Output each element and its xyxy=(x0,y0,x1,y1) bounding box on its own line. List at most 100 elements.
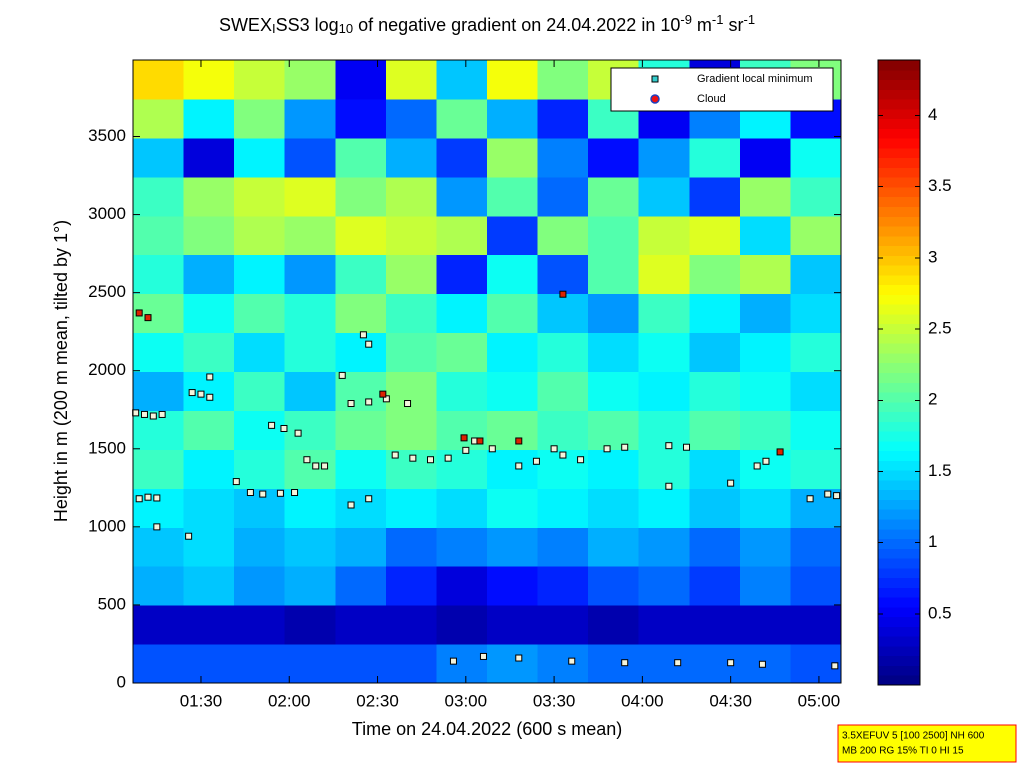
heatmap-cell xyxy=(638,332,690,372)
heatmap-cell xyxy=(436,488,488,528)
heatmap-cell xyxy=(284,644,336,684)
heatmap-cell xyxy=(335,527,387,567)
title-part: SS3 log xyxy=(276,15,339,35)
heatmap-cell xyxy=(385,137,437,178)
colorbar-step xyxy=(878,548,920,559)
heatmap-cell xyxy=(234,644,286,684)
legend: Gradient local minimum Cloud xyxy=(610,67,834,112)
heatmap-cell xyxy=(436,605,488,645)
heatmap-cell xyxy=(638,605,690,645)
legend-symbol xyxy=(651,75,659,83)
heatmap-cell xyxy=(284,137,336,178)
colorbar-tick-label: 0.5 xyxy=(928,603,952,622)
colorbar-step xyxy=(878,255,920,266)
colorbar-step xyxy=(878,167,920,178)
heatmap-cell xyxy=(689,410,741,450)
heatmap-cell xyxy=(284,527,336,567)
heatmap-cell xyxy=(537,566,589,606)
heatmap-cell xyxy=(537,488,589,528)
heatmap-cell xyxy=(487,137,539,178)
title-part: of negative gradient on 24.04.2022 in 10 xyxy=(353,15,680,35)
heatmap-cell xyxy=(133,644,185,684)
heatmap-cell xyxy=(588,332,640,372)
colorbar-step xyxy=(878,304,920,315)
colorbar-step xyxy=(878,538,920,549)
heatmap-cell xyxy=(487,215,539,256)
colorbar-step xyxy=(878,157,920,168)
marker xyxy=(833,492,841,500)
heatmap-cell xyxy=(183,605,235,645)
heatmap-cell xyxy=(689,215,741,256)
heatmap-cell xyxy=(487,332,539,372)
marker xyxy=(321,462,329,470)
marker xyxy=(806,495,814,503)
heatmap-cell xyxy=(284,410,336,450)
heatmap-cell xyxy=(638,449,690,489)
heatmap-cell xyxy=(537,527,589,567)
heatmap-cell xyxy=(133,566,185,606)
heatmap-cell xyxy=(284,254,336,295)
heatmap-cell xyxy=(537,410,589,450)
heatmap-cell xyxy=(133,371,185,411)
heatmap-cell xyxy=(739,566,791,606)
marker xyxy=(476,437,484,445)
markers xyxy=(132,290,841,670)
marker xyxy=(232,478,240,486)
heatmap-cell xyxy=(335,254,387,295)
x-tick-label: 02:00 xyxy=(268,691,311,710)
heatmap-cell xyxy=(487,98,539,139)
heatmap-cell xyxy=(487,449,539,489)
chart-title: SWEXISS3 log10 of negative gradient on 2… xyxy=(219,12,755,36)
marker xyxy=(185,532,193,540)
title-part: -1 xyxy=(712,12,724,27)
colorbar-step xyxy=(878,665,920,676)
colorbar-step xyxy=(878,352,920,364)
heatmap-cell xyxy=(739,527,791,567)
colorbar-step xyxy=(878,333,920,344)
x-tick-label: 02:30 xyxy=(356,691,399,710)
heatmap-cell xyxy=(133,332,185,372)
heatmap-cell xyxy=(790,293,842,334)
colorbar-step xyxy=(878,235,920,247)
heatmap-cell xyxy=(638,488,690,528)
colorbar-tick-label: 3.5 xyxy=(928,176,952,195)
marker xyxy=(135,309,143,317)
heatmap-cell xyxy=(487,527,539,567)
heatmap-cell xyxy=(689,293,741,334)
heatmap-cell xyxy=(790,566,842,606)
heatmap-cell xyxy=(588,644,640,684)
marker xyxy=(135,495,143,503)
colorbar-step xyxy=(878,431,920,442)
marker xyxy=(153,523,161,531)
title-part: m xyxy=(692,15,712,35)
heatmap-cell xyxy=(335,332,387,372)
heatmap-cell xyxy=(385,254,437,295)
heatmap-cell xyxy=(739,293,791,334)
colorbar-step xyxy=(878,138,920,149)
heatmap-cell xyxy=(183,98,235,139)
heatmap-cell xyxy=(588,176,640,217)
title-part: sr xyxy=(723,15,743,35)
heatmap-cell xyxy=(790,215,842,256)
colorbar-step xyxy=(878,118,920,129)
colorbar-step xyxy=(878,655,920,666)
colorbar-step xyxy=(878,675,920,686)
colorbar: 0.5 1 1.5 2 2.5 3 3.5 4 xyxy=(877,59,952,686)
heatmap-cell xyxy=(436,644,488,684)
colorbar-tick-label: 2.5 xyxy=(928,319,952,338)
colorbar-step xyxy=(878,372,920,383)
heatmap-cell xyxy=(335,644,387,684)
heatmap-cell xyxy=(385,410,437,450)
marker xyxy=(762,457,770,465)
marker xyxy=(404,400,412,408)
colorbar-step xyxy=(878,284,920,295)
heatmap-cell xyxy=(284,98,336,139)
marker xyxy=(621,443,629,451)
heatmap-cell xyxy=(335,605,387,645)
colorbar-step xyxy=(878,479,920,491)
colorbar-step xyxy=(878,226,920,237)
colorbar-step xyxy=(878,108,920,120)
colorbar-step xyxy=(878,177,920,188)
colorbar-step xyxy=(878,245,920,256)
